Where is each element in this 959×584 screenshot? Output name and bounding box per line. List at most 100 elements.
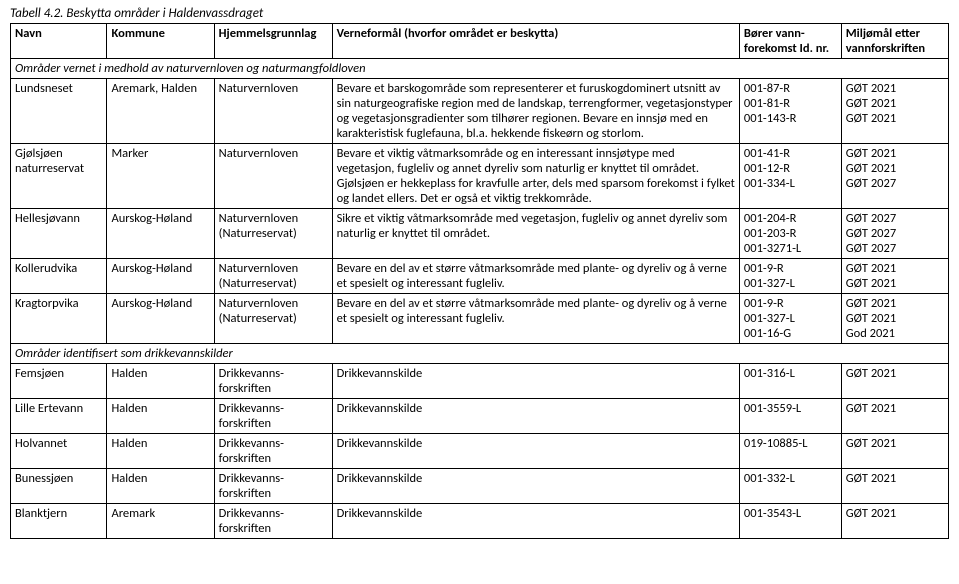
cell-miljomal: GØT 2021 (841, 504, 948, 539)
cell-verneformal: Sikre et viktig våtmarksområde med veget… (332, 209, 739, 259)
cell-verneformal: Bevare et barskogområde som representere… (332, 79, 739, 144)
cell-borer-value: 001-16-G (744, 326, 837, 341)
cell-kommune: Aremark (107, 504, 214, 539)
cell-borer: 001-204-R001-203-R001-3271-L (739, 209, 841, 259)
cell-kommune: Halden (107, 364, 214, 399)
cell-miljomal: GØT 2021 (841, 469, 948, 504)
col-kommune: Kommune (107, 24, 214, 59)
cell-kommune: Halden (107, 399, 214, 434)
cell-kommune: Marker (107, 144, 214, 209)
cell-verneformal: Drikkevannskilde (332, 364, 739, 399)
table-row: BlanktjernAremarkDrikkevanns-forskriften… (11, 504, 949, 539)
cell-navn: Lundsneset (11, 79, 107, 144)
protected-areas-table: Navn Kommune Hjemmelsgrunnlag Verneformå… (10, 23, 949, 539)
section-title: Områder identifisert som drikkevannskild… (11, 344, 949, 364)
section-title: Områder vernet i medhold av naturvernlov… (11, 59, 949, 79)
cell-miljomal-value: GØT 2021 (846, 436, 944, 451)
cell-navn: Bunessjøen (11, 469, 107, 504)
col-borer: Bører vann-forekomst Id. nr. (739, 24, 841, 59)
cell-hjemmel: Naturvernloven (214, 144, 332, 209)
cell-borer: 001-41-R001-12-R001-334-L (739, 144, 841, 209)
cell-borer: 001-87-R001-81-R001-143-R (739, 79, 841, 144)
cell-miljomal-value: GØT 2021 (846, 506, 944, 521)
cell-borer-value: 001-143-R (744, 111, 837, 126)
cell-miljomal: GØT 2021GØT 2021God 2021 (841, 294, 948, 344)
cell-miljomal-value: GØT 2027 (846, 176, 944, 191)
table-row: Lille ErtevannHaldenDrikkevanns-forskrif… (11, 399, 949, 434)
cell-kommune: Aurskog-Høland (107, 259, 214, 294)
table-row: KollerudvikaAurskog-HølandNaturvernloven… (11, 259, 949, 294)
cell-miljomal-value: GØT 2027 (846, 226, 944, 241)
cell-borer-value: 001-41-R (744, 146, 837, 161)
table-header-row: Navn Kommune Hjemmelsgrunnlag Verneformå… (11, 24, 949, 59)
cell-hjemmel: Naturvernloven (214, 79, 332, 144)
cell-borer-value: 001-204-R (744, 211, 837, 226)
cell-borer-value: 001-12-R (744, 161, 837, 176)
cell-verneformal: Drikkevannskilde (332, 399, 739, 434)
cell-borer-value: 001-87-R (744, 81, 837, 96)
cell-miljomal: GØT 2021GØT 2021 (841, 259, 948, 294)
cell-borer: 001-316-L (739, 364, 841, 399)
cell-kommune: Aremark, Halden (107, 79, 214, 144)
cell-miljomal: GØT 2021 (841, 364, 948, 399)
cell-hjemmel: Drikkevanns-forskriften (214, 469, 332, 504)
cell-borer: 001-3559-L (739, 399, 841, 434)
cell-miljomal-value: GØT 2021 (846, 161, 944, 176)
cell-borer-value: 001-203-R (744, 226, 837, 241)
cell-kommune: Aurskog-Høland (107, 209, 214, 259)
cell-hjemmel: Drikkevanns-forskriften (214, 364, 332, 399)
cell-borer: 001-9-R001-327-L (739, 259, 841, 294)
cell-borer-value: 001-9-R (744, 296, 837, 311)
table-row: Gjølsjøen naturreservatMarkerNaturvernlo… (11, 144, 949, 209)
cell-miljomal-value: GØT 2021 (846, 81, 944, 96)
cell-borer: 001-9-R001-327-L001-16-G (739, 294, 841, 344)
cell-miljomal-value: God 2021 (846, 326, 944, 341)
cell-hjemmel: Drikkevanns-forskriften (214, 399, 332, 434)
cell-borer-value: 001-316-L (744, 366, 837, 381)
cell-miljomal-value: GØT 2021 (846, 276, 944, 291)
table-row: HellesjøvannAurskog-HølandNaturvernloven… (11, 209, 949, 259)
cell-navn: Gjølsjøen naturreservat (11, 144, 107, 209)
cell-borer-value: 019-10885-L (744, 436, 837, 451)
cell-navn: Femsjøen (11, 364, 107, 399)
cell-kommune: Halden (107, 469, 214, 504)
cell-navn: Holvannet (11, 434, 107, 469)
cell-miljomal-value: GØT 2027 (846, 211, 944, 226)
cell-verneformal: Bevare en del av et større våtmarksområd… (332, 259, 739, 294)
cell-miljomal: GØT 2021 (841, 399, 948, 434)
cell-borer-value: 001-3559-L (744, 401, 837, 416)
cell-miljomal-value: GØT 2021 (846, 296, 944, 311)
cell-borer-value: 001-3271-L (744, 241, 837, 256)
col-miljomal: Miljømål etter vannforskriften (841, 24, 948, 59)
cell-verneformal: Drikkevannskilde (332, 434, 739, 469)
cell-navn: Kragtorpvika (11, 294, 107, 344)
cell-verneformal: Drikkevannskilde (332, 469, 739, 504)
cell-miljomal-value: GØT 2027 (846, 241, 944, 256)
cell-borer: 001-332-L (739, 469, 841, 504)
cell-hjemmel: Drikkevanns-forskriften (214, 434, 332, 469)
cell-hjemmel: Naturvernloven (Naturreservat) (214, 259, 332, 294)
table-caption: Tabell 4.2. Beskytta områder i Haldenvas… (10, 6, 949, 21)
table-row: FemsjøenHaldenDrikkevanns-forskriftenDri… (11, 364, 949, 399)
cell-miljomal-value: GØT 2021 (846, 96, 944, 111)
cell-verneformal: Bevare en del av et større våtmarksområd… (332, 294, 739, 344)
cell-miljomal-value: GØT 2021 (846, 111, 944, 126)
cell-hjemmel: Drikkevanns-forskriften (214, 504, 332, 539)
col-verneformal: Verneformål (hvorfor området er beskytta… (332, 24, 739, 59)
cell-borer-value: 001-3543-L (744, 506, 837, 521)
table-row: LundsnesetAremark, HaldenNaturvernlovenB… (11, 79, 949, 144)
table-row: KragtorpvikaAurskog-HølandNaturvernloven… (11, 294, 949, 344)
cell-miljomal-value: GØT 2021 (846, 366, 944, 381)
cell-borer-value: 001-334-L (744, 176, 837, 191)
cell-navn: Lille Ertevann (11, 399, 107, 434)
col-hjemmel: Hjemmelsgrunnlag (214, 24, 332, 59)
col-navn: Navn (11, 24, 107, 59)
table-row: BunessjøenHaldenDrikkevanns-forskriftenD… (11, 469, 949, 504)
cell-miljomal: GØT 2021 (841, 434, 948, 469)
cell-miljomal-value: GØT 2021 (846, 261, 944, 276)
cell-borer: 019-10885-L (739, 434, 841, 469)
cell-navn: Hellesjøvann (11, 209, 107, 259)
cell-miljomal: GØT 2021GØT 2021GØT 2021 (841, 79, 948, 144)
cell-borer-value: 001-327-L (744, 311, 837, 326)
cell-borer: 001-3543-L (739, 504, 841, 539)
